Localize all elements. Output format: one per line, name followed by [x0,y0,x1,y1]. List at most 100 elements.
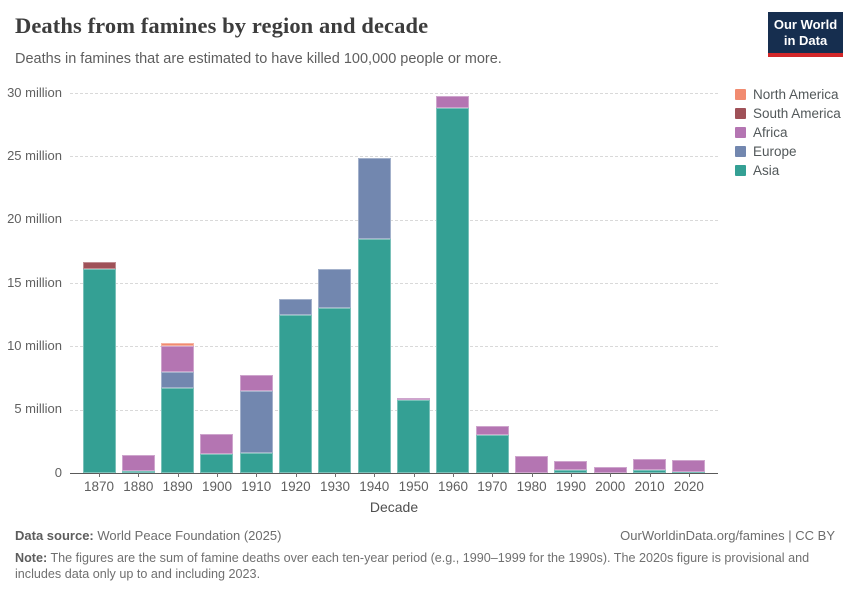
legend-item-europe[interactable]: Europe [735,142,841,161]
bar-segment-asia-1990[interactable] [554,469,588,473]
x-tick-mark [452,473,454,477]
legend-label: North America [753,87,839,102]
x-tick-mark [413,473,415,477]
gridline [70,409,718,411]
y-tick-label: 20 million [7,211,62,227]
x-tick-label: 1980 [516,479,547,494]
x-tick-label: 1870 [83,479,115,494]
x-tick-label: 2020 [673,479,704,494]
bar-1940[interactable] [357,157,391,473]
bar-segment-africa-1880[interactable] [121,455,155,472]
x-tick-mark [688,473,690,477]
bar-segment-europe-1890[interactable] [161,371,195,389]
x-tick-mark [531,473,533,477]
footnote-text: The figures are the sum of famine deaths… [15,551,810,581]
bar-segment-asia-1960[interactable] [436,108,470,473]
bar-segment-africa-1950[interactable] [397,398,431,400]
x-tick-label: 1950 [398,479,429,494]
x-tick-label: 2010 [634,479,665,494]
bar-segment-europe-1910[interactable] [239,390,273,453]
bar-1900[interactable] [200,434,234,473]
bar-1920[interactable] [279,298,313,473]
bar-segment-europe-1930[interactable] [318,269,352,309]
x-tick-label: 2000 [595,479,626,494]
bar-1910[interactable] [239,374,273,473]
bar-segment-africa-1890[interactable] [161,346,195,372]
plot-area: 1870 1880 1890 1900 1910 1920 1930 1940 1950 1960… [70,93,718,494]
bar-segment-asia-1950[interactable] [397,399,431,473]
legend-label: South America [753,106,841,121]
x-tick-mark [99,473,100,477]
bar-segment-south-america-1870[interactable] [82,262,116,270]
legend-swatch [735,127,746,138]
bar-segment-asia-1930[interactable] [318,308,352,473]
y-tick-label: 0 [54,464,62,480]
bar-segment-africa-1900[interactable] [200,434,234,454]
bar-segment-asia-1870[interactable] [82,269,116,473]
bar-1880[interactable] [121,455,155,473]
bar-1970[interactable] [475,426,509,473]
bar-segment-asia-1890[interactable] [161,388,195,473]
bar-segment-asia-1900[interactable] [200,454,234,473]
x-tick-mark [256,473,258,477]
bar-segment-africa-1960[interactable] [436,95,470,109]
bar-segment-asia-1940[interactable] [357,238,391,473]
x-tick-label: 1930 [319,479,350,494]
x-tick-label: 1940 [359,479,390,494]
gridline [70,156,718,158]
legend-item-asia[interactable]: Asia [735,161,841,180]
x-tick-label: 1970 [477,479,508,494]
legend-item-south-america[interactable]: South America [735,104,841,123]
y-tick-label: 5 million [14,401,62,417]
y-tick-label: 15 million [7,274,62,290]
x-tick-label: 1880 [123,479,154,494]
bar-1960[interactable] [436,95,470,473]
data-source-text: World Peace Foundation (2025) [93,528,282,543]
bar-segment-africa-1970[interactable] [475,426,509,435]
bar-segment-africa-2020[interactable] [672,460,706,472]
data-source: Data source: World Peace Foundation (202… [15,528,281,543]
bar-segment-asia-1970[interactable] [475,435,509,473]
y-tick-label: 30 million [7,84,62,100]
data-source-label: Data source: [15,528,94,543]
bar-segment-africa-1910[interactable] [239,374,273,391]
bar-segment-africa-1980[interactable] [515,455,549,473]
bar-segment-asia-1920[interactable] [279,314,313,473]
footer: Data source: World Peace Foundation (202… [15,528,835,543]
legend-swatch [735,146,746,157]
bar-segment-north-america-1890[interactable] [161,343,195,347]
bar-segment-africa-2010[interactable] [633,459,667,470]
bar-2010[interactable] [633,459,667,473]
owid-link[interactable]: OurWorldinData.org/famines | CC BY [620,528,835,543]
bar-1870[interactable] [82,262,116,473]
x-tick-label: 1920 [280,479,311,494]
legend-item-north-america[interactable]: North America [735,85,841,104]
x-tick-mark [334,473,336,477]
bar-segment-europe-1940[interactable] [357,157,391,239]
legend-label: Asia [753,163,780,178]
bar-2000[interactable] [593,467,627,473]
bar-segment-europe-1920[interactable] [279,298,313,315]
legend-swatch [735,108,746,119]
bar-1990[interactable] [554,460,588,473]
bar-segment-asia-2020[interactable] [672,472,706,473]
bar-1950[interactable] [397,398,431,473]
legend-item-africa[interactable]: Africa [735,123,841,142]
bar-segment-africa-2000[interactable] [593,467,627,473]
bar-1980[interactable] [515,455,549,473]
bar-segment-asia-1880[interactable] [121,471,155,473]
gridline [70,219,718,221]
x-tick-label: 1910 [241,479,272,494]
bar-1890[interactable] [161,343,195,473]
x-tick-mark [216,473,218,477]
x-tick-label: 1990 [555,479,586,494]
bar-segment-asia-2010[interactable] [633,469,667,473]
x-tick-label: 1890 [162,479,193,494]
chart-subtitle: Deaths in famines that are estimated to … [15,51,502,67]
bar-segment-asia-1910[interactable] [239,452,273,473]
bar-segment-africa-1990[interactable] [554,460,588,470]
bar-1930[interactable] [318,269,352,473]
bar-2020[interactable] [672,460,706,473]
x-tick-mark [138,473,140,477]
